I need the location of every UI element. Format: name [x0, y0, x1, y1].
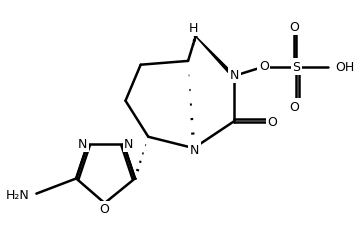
Text: N: N: [124, 137, 134, 150]
Text: OH: OH: [335, 61, 354, 74]
Text: O: O: [289, 101, 299, 113]
Text: O: O: [289, 21, 299, 34]
Text: N: N: [77, 137, 87, 150]
Text: O: O: [267, 116, 277, 128]
Polygon shape: [195, 37, 235, 78]
Text: N: N: [230, 69, 239, 82]
Text: H: H: [189, 22, 198, 35]
Text: S: S: [292, 61, 300, 74]
Text: O: O: [100, 202, 110, 215]
Text: N: N: [190, 143, 199, 156]
Text: H₂N: H₂N: [6, 188, 30, 201]
Text: O: O: [259, 60, 269, 73]
